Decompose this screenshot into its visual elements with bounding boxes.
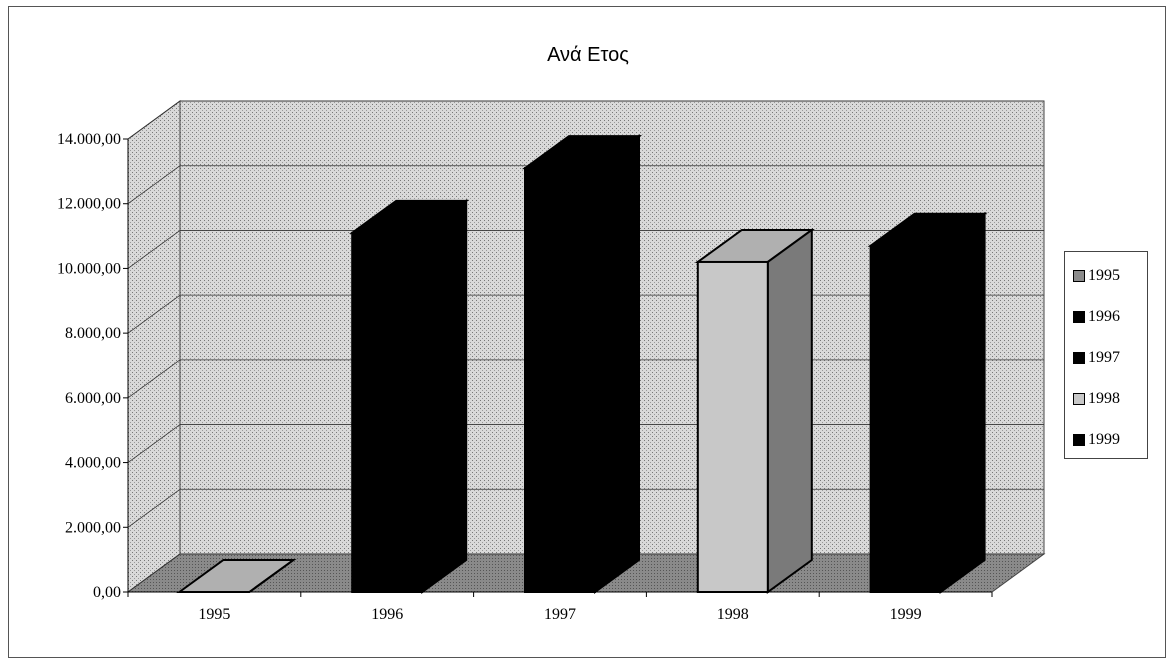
- legend-item: 1998: [1073, 389, 1120, 409]
- x-tick-label: 1998: [717, 606, 749, 623]
- legend-label: 1995: [1088, 267, 1120, 284]
- bar-side: [766, 227, 813, 594]
- gridline: [127, 553, 181, 593]
- bar-1996: [349, 198, 470, 594]
- bar-1999: [867, 211, 988, 594]
- legend-item: 1996: [1073, 307, 1120, 327]
- gridline: [127, 359, 181, 399]
- chart-title: Ανά Ετος: [547, 44, 629, 66]
- gridline: [127, 165, 181, 205]
- legend-label: 1997: [1088, 349, 1120, 366]
- legend-swatch: [1073, 352, 1085, 364]
- bar-side: [594, 134, 640, 594]
- legend-item: 1995: [1073, 266, 1120, 286]
- y-tick-labels: 0,00 2.000,00 4.000,00 6.000,00 8.000,00 10.0…: [57, 131, 121, 601]
- x-tick-labels: 1995 1996 1997 1998 1999: [198, 606, 921, 623]
- legend-label: 1996: [1088, 308, 1120, 325]
- legend-swatch: [1073, 311, 1085, 323]
- x-tick-label: 1999: [890, 606, 922, 623]
- legend-item: 1999: [1073, 430, 1120, 450]
- legend: 1995 1996 1997 1998 1999: [1064, 251, 1148, 459]
- bar-side: [421, 198, 468, 594]
- y-tick-label: 6.000,00: [65, 390, 121, 407]
- bars: [176, 134, 988, 594]
- legend-swatch: [1073, 270, 1085, 282]
- legend-item: 1997: [1073, 348, 1120, 368]
- bar-side: [939, 211, 986, 594]
- legend-label: 1998: [1088, 390, 1120, 407]
- y-tick-label: 8.000,00: [65, 325, 121, 342]
- y-tick-label: 10.000,00: [57, 260, 121, 277]
- x-tick-label: 1997: [544, 606, 576, 623]
- y-tick-label: 4.000,00: [65, 455, 121, 472]
- gridline: [127, 294, 181, 334]
- bar-side: [248, 559, 294, 593]
- bar-1995: [176, 559, 297, 593]
- gridline: [127, 100, 181, 140]
- y-tick-label: 2.000,00: [65, 519, 121, 536]
- legend-label: 1999: [1088, 431, 1120, 448]
- bar-front: [869, 244, 942, 593]
- legend-swatch: [1073, 393, 1085, 405]
- bar-1997: [521, 134, 643, 594]
- y-tick-label: 14.000,00: [57, 131, 121, 148]
- y-tick-label: 12.000,00: [57, 196, 121, 213]
- bar-front: [524, 167, 596, 593]
- bar-front: [696, 260, 769, 593]
- x-tick-label: 1996: [371, 606, 403, 623]
- gridline: [127, 488, 181, 528]
- bar-front: [351, 231, 424, 593]
- bar-1998: [694, 227, 815, 594]
- legend-swatch: [1073, 434, 1085, 446]
- y-tick-label: 0,00: [93, 584, 121, 601]
- side-wall: [127, 100, 181, 593]
- x-tick-label: 1995: [198, 606, 230, 623]
- gridline: [127, 424, 181, 463]
- gridline: [127, 230, 181, 269]
